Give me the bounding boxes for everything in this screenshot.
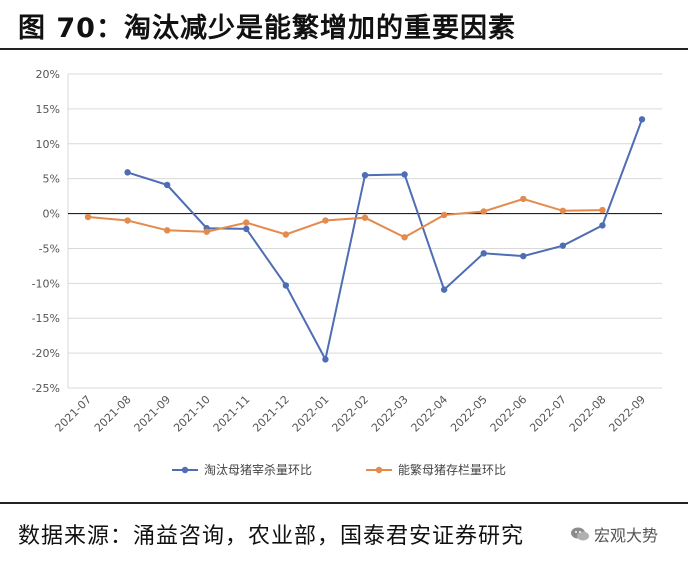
- x-tick-label: 2021-07: [52, 393, 94, 435]
- data-point: [163, 181, 171, 189]
- x-tick-label: 2022-02: [329, 393, 371, 435]
- data-point: [520, 195, 527, 203]
- series-group: [84, 116, 646, 363]
- data-point: [480, 250, 487, 257]
- x-tick-label: 2022-06: [488, 393, 530, 435]
- data-point: [401, 171, 408, 178]
- y-tick-label: 20%: [36, 68, 60, 81]
- data-point: [520, 252, 527, 260]
- y-tick-label: -10%: [32, 277, 60, 290]
- data-point: [440, 211, 448, 219]
- data-point: [480, 208, 487, 215]
- y-tick-label: -5%: [39, 242, 60, 255]
- x-tick-label: 2021-12: [250, 393, 292, 435]
- x-tick-label: 2021-09: [132, 393, 174, 435]
- y-axis-ticks: 20% 15% 10% 5% 0% -5% -10% -15% -20% -25%: [32, 68, 60, 395]
- data-point: [124, 217, 131, 224]
- data-point: [401, 234, 408, 241]
- legend-label: 能繁母猪存栏量环比: [398, 462, 506, 477]
- data-point: [559, 207, 567, 214]
- data-point: [361, 214, 369, 221]
- x-tick-label: 2022-01: [290, 393, 332, 435]
- x-tick-label: 2022-09: [606, 393, 648, 435]
- x-axis-ticks: 2021-072021-082021-092021-102021-112021-…: [52, 393, 648, 435]
- data-point: [163, 227, 171, 234]
- chart-title: 图 70：淘汰减少是能繁增加的重要因素: [18, 13, 516, 44]
- data-point: [361, 171, 369, 179]
- watermark-text: 宏观大势: [594, 526, 659, 545]
- x-tick-label: 2022-03: [369, 393, 411, 435]
- line-chart: 20% 15% 10% 5% 0% -5% -10% -15% -20% -25% 2021-07…: [32, 68, 662, 477]
- top-divider: [0, 48, 688, 50]
- series-line-1: [87, 197, 603, 239]
- x-tick-label: 2021-11: [211, 393, 253, 435]
- y-tick-label: -25%: [32, 382, 60, 395]
- legend-label: 淘汰母猪宰杀量环比: [204, 462, 312, 477]
- legend-swatch-marker: [181, 466, 189, 474]
- source-note: 数据来源：涌益咨询，农业部，国泰君安证券研究: [18, 524, 525, 549]
- x-tick-label: 2022-04: [409, 393, 451, 435]
- x-tick-label: 2021-08: [92, 393, 134, 435]
- y-tick-label: 10%: [36, 138, 60, 151]
- legend-swatch-marker: [375, 466, 383, 474]
- data-point: [203, 228, 210, 235]
- y-tick-label: 5%: [43, 173, 60, 186]
- x-tick-label: 2022-05: [448, 393, 490, 435]
- y-tick-label: 0%: [43, 208, 60, 221]
- data-point: [84, 213, 92, 221]
- data-point: [322, 356, 329, 363]
- wechat-icon: [571, 527, 589, 541]
- y-tick-label: -15%: [32, 312, 60, 325]
- grid-lines: [67, 73, 662, 389]
- data-point: [282, 231, 290, 238]
- series-line-0: [127, 119, 643, 363]
- data-point: [599, 206, 606, 214]
- data-point: [322, 217, 329, 224]
- data-point: [599, 222, 606, 229]
- bottom-divider: [0, 502, 688, 504]
- x-tick-label: 2022-07: [527, 393, 569, 435]
- data-point: [282, 282, 290, 289]
- legend: 淘汰母猪宰杀量环比 能繁母猪存栏量环比: [172, 462, 506, 477]
- data-point: [638, 116, 646, 123]
- x-tick-label: 2022-08: [567, 393, 609, 435]
- data-point: [243, 219, 250, 226]
- x-tick-label: 2021-10: [171, 393, 213, 435]
- y-tick-label: -20%: [32, 347, 60, 360]
- data-point: [124, 169, 131, 176]
- y-tick-label: 15%: [36, 103, 60, 116]
- data-point: [440, 286, 448, 293]
- data-point: [243, 225, 250, 233]
- watermark: 宏观大势: [566, 521, 663, 547]
- data-point: [559, 242, 567, 249]
